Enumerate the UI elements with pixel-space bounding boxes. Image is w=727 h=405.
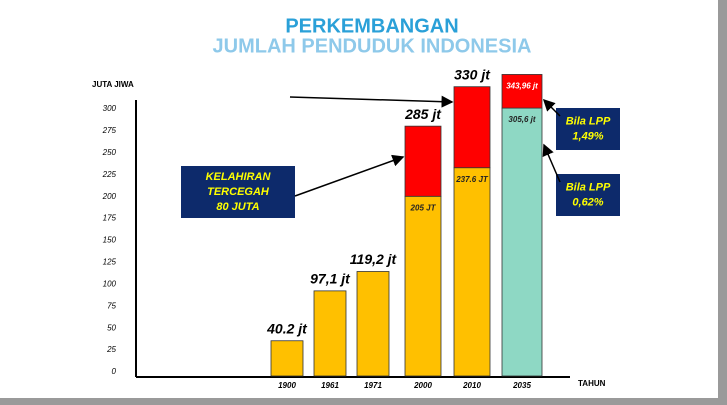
x-tick-label: 1971 bbox=[364, 381, 382, 390]
y-tick-label: 75 bbox=[107, 301, 116, 310]
chart-subtitle: JUMLAH PENDUDUK INDONESIA bbox=[213, 35, 532, 57]
value-label: 237.6 JT bbox=[455, 175, 489, 184]
bar-segment bbox=[313, 290, 347, 377]
annotation-box bbox=[556, 174, 620, 216]
bar-segment bbox=[404, 195, 442, 377]
bar-segment bbox=[404, 125, 442, 197]
bar-segment bbox=[270, 340, 304, 377]
x-tick-label: 2035 bbox=[512, 381, 531, 390]
annotation-text: 0,62% bbox=[572, 196, 603, 208]
y-tick-label: 25 bbox=[106, 345, 116, 354]
x-tick-label: 1900 bbox=[278, 381, 296, 390]
annotation-text: 80 JUTA bbox=[216, 201, 259, 213]
arrow bbox=[542, 143, 561, 183]
bar-segment bbox=[453, 86, 491, 169]
x-tick-label: 1961 bbox=[321, 381, 339, 390]
y-tick-label: 125 bbox=[103, 258, 117, 267]
y-tick-label: 50 bbox=[107, 323, 116, 332]
y-tick-label: 150 bbox=[103, 236, 117, 245]
y-tick-label: 200 bbox=[102, 192, 117, 201]
annotation-text: 1,49% bbox=[572, 130, 603, 142]
y-tick-label: 100 bbox=[103, 279, 117, 288]
y-axis-label: JUTA JIWA bbox=[92, 80, 134, 89]
total-label: 119,2 jt bbox=[350, 251, 398, 267]
value-label: 205 JT bbox=[410, 203, 437, 212]
bar-segment bbox=[501, 74, 543, 109]
y-tick-label: 300 bbox=[103, 104, 117, 113]
annotation-text: KELAHIRAN bbox=[206, 171, 272, 183]
total-label: 330 jt bbox=[454, 66, 491, 82]
annotation-text: TERCEGAH bbox=[207, 186, 270, 198]
y-tick-label: 175 bbox=[103, 214, 117, 223]
annotation-text: Bila LPP bbox=[566, 181, 611, 193]
x-tick-label: 2010 bbox=[462, 381, 481, 390]
total-label: 285 jt bbox=[404, 106, 442, 122]
bar-segment bbox=[453, 167, 491, 377]
x-tick-label: 2000 bbox=[413, 381, 432, 390]
y-tick-label: 275 bbox=[102, 126, 117, 135]
arrow bbox=[294, 154, 405, 197]
total-label: 343,96 jt bbox=[506, 82, 538, 91]
chart-title: PERKEMBANGAN bbox=[285, 15, 458, 37]
x-axis-label: TAHUN bbox=[578, 379, 606, 388]
total-label: 97,1 jt bbox=[310, 271, 351, 287]
arrow bbox=[289, 95, 454, 108]
value-label: 305,6 jt bbox=[508, 115, 535, 124]
bar-segment bbox=[356, 271, 390, 377]
y-tick-label: 225 bbox=[102, 170, 117, 179]
annotation-text: Bila LPP bbox=[566, 115, 611, 127]
annotation-box bbox=[181, 166, 295, 218]
y-tick-label: 250 bbox=[102, 148, 117, 157]
annotation-box bbox=[556, 108, 620, 150]
total-label: 40.2 jt bbox=[266, 320, 308, 336]
arrow bbox=[542, 98, 561, 117]
bar-segment bbox=[501, 107, 543, 377]
y-tick-label: 0 bbox=[112, 367, 117, 376]
